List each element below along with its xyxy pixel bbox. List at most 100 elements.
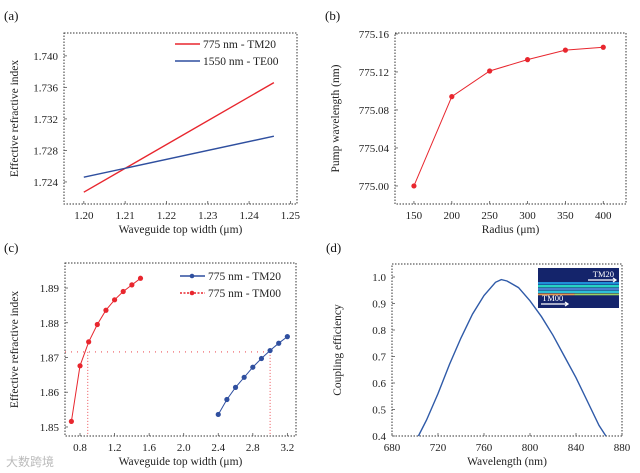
y-tick-label: 1.736: [33, 82, 58, 94]
y-tick-label: 1.85: [40, 422, 60, 434]
inset-band: [538, 285, 619, 288]
y-axis-label: Coupling efficiency: [332, 304, 344, 396]
y-axis-label: Pump wavelength (nm): [330, 64, 342, 172]
x-tick-label: 150: [406, 210, 423, 222]
x-tick-label: 680: [384, 442, 401, 454]
data-point: [449, 94, 455, 100]
inset-band: [538, 288, 619, 290]
data-point: [120, 288, 126, 295]
data-point: [94, 321, 100, 328]
data-point: [524, 57, 531, 63]
arrow-right-icon: [588, 277, 618, 283]
panel-label: (c): [4, 240, 18, 255]
panel-c: (c) 0.8 1.2 1.6 2.0 2.4 2.8 3.2 1.85 1.86 1.87 1.88…: [4, 240, 297, 468]
inset-top-label: TM20: [593, 269, 614, 279]
y-axis-label: Effective refractive index: [9, 291, 21, 409]
data-point: [250, 364, 256, 370]
x-axis-label: Waveguide top width (μm): [119, 224, 243, 236]
series-line: [83, 81, 275, 193]
data-point: [129, 282, 135, 288]
x-tick-label: 840: [568, 442, 585, 454]
x-tick-label: 1.2: [108, 442, 122, 454]
data-point: [562, 47, 569, 53]
legend-label: 775 nm - TM00: [208, 288, 281, 300]
series-line: [217, 336, 288, 415]
series-line: [70, 277, 141, 422]
y-tick-label: 1.86: [40, 387, 60, 399]
inset-band: [538, 293, 575, 296]
data-point: [68, 418, 74, 425]
legend-marker: [189, 290, 195, 296]
series-line: [83, 135, 275, 178]
data-point: [276, 340, 282, 346]
plot-frame: [394, 32, 627, 205]
x-tick-label: 880: [614, 442, 631, 454]
x-tick-label: 2.0: [177, 442, 191, 454]
legend-marker: [189, 273, 195, 279]
x-tick-label: 0.8: [73, 442, 87, 454]
y-tick-label: 1.88: [40, 318, 60, 330]
y-tick-label: 775.16: [359, 29, 390, 41]
legend-label: 775 nm - TM20: [208, 271, 281, 283]
series-line: [417, 278, 607, 437]
data-point: [258, 355, 265, 362]
panel-a: (a) 1.20 1.21 1.22 1.23 1.24 1.25 1.724 1.728 1.7…: [4, 8, 301, 236]
y-tick-label: 1.728: [33, 145, 58, 157]
panel-label: (a): [4, 8, 18, 23]
y-tick-label: 1.724: [33, 177, 58, 189]
mode-profile-inset: TM20 TM00: [538, 268, 619, 308]
y-tick-label: 0.9: [372, 298, 386, 310]
y-tick-label: 1.87: [40, 352, 60, 364]
x-tick-label: 3.2: [280, 442, 294, 454]
x-tick-label: 760: [476, 442, 493, 454]
x-tick-label: 300: [519, 210, 536, 222]
data-point: [600, 44, 606, 50]
data-point: [224, 396, 230, 403]
panel-label: (d): [326, 240, 341, 255]
y-tick-label: 1.89: [40, 283, 60, 295]
x-tick-label: 250: [481, 210, 498, 222]
data-point: [267, 347, 273, 354]
plot-frame: [64, 262, 297, 437]
y-tick-label: 1.0: [372, 272, 386, 284]
data-point: [284, 334, 290, 340]
y-tick-label: 775.12: [359, 67, 389, 79]
data-point: [232, 384, 239, 390]
data-point: [241, 374, 247, 380]
inset-bottom-label: TM00: [542, 293, 563, 303]
y-tick-label: 0.8: [372, 325, 386, 337]
x-tick-label: 200: [444, 210, 461, 222]
x-tick-label: 400: [595, 210, 612, 222]
x-tick-label: 1.23: [198, 210, 218, 222]
x-tick-label: 1.24: [239, 210, 259, 222]
panel-d: (d) 680 720 760 800 840 880 0.4 0.5 0.6 0.7 0.8 0.9 1…: [326, 240, 631, 468]
panel-label: (b): [325, 8, 340, 23]
x-tick-label: 350: [557, 210, 574, 222]
y-tick-label: 775.08: [359, 105, 390, 117]
x-axis-label: Waveguide top width (μm): [119, 456, 243, 468]
legend-label: 775 nm - TM20: [203, 39, 276, 51]
y-tick-label: 0.6: [372, 378, 386, 390]
data-point: [411, 183, 417, 189]
y-tick-label: 775.04: [359, 143, 390, 155]
arrow-right-icon: [541, 301, 570, 307]
data-point: [86, 339, 92, 345]
y-tick-label: 1.740: [33, 51, 58, 63]
y-axis-label: Effective refractive index: [9, 60, 21, 178]
y-tick-label: 0.7: [372, 351, 386, 363]
x-axis-label: Wavelength (nm): [467, 456, 547, 468]
x-tick-label: 720: [430, 442, 447, 454]
x-tick-label: 1.21: [116, 210, 135, 222]
legend-label: 1550 nm - TE00: [203, 56, 279, 68]
x-axis-label: Radius (μm): [482, 224, 540, 236]
series-line: [413, 46, 604, 187]
x-tick-label: 2.4: [211, 442, 225, 454]
data-point: [103, 307, 109, 313]
y-tick-label: 0.5: [372, 404, 386, 416]
x-tick-label: 1.6: [142, 442, 156, 454]
data-point: [111, 297, 118, 303]
data-point: [487, 68, 493, 74]
data-point: [77, 363, 83, 369]
y-tick-label: 1.732: [33, 114, 58, 126]
